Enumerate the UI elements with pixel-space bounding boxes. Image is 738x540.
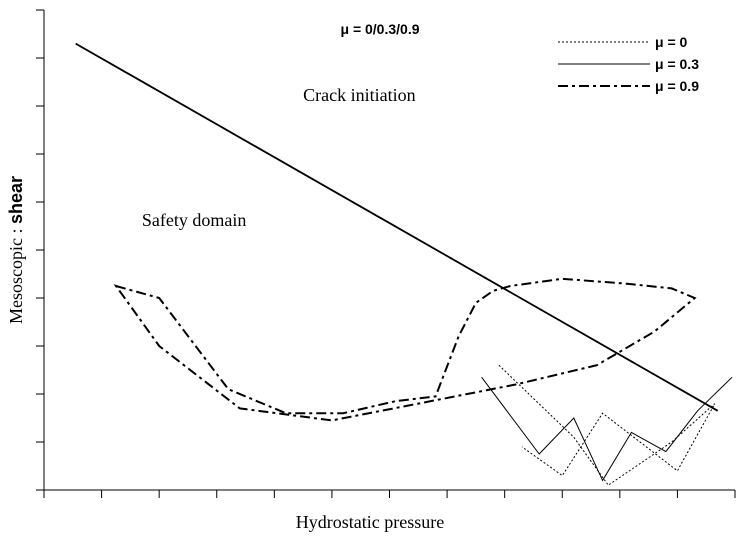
chart-title: μ = 0/0.3/0.9 [340,21,419,37]
series-line-2 [113,277,697,422]
y-ticks [36,9,44,491]
legend-label-1: μ = 0.3 [655,56,699,72]
y-axis-label-sep: : [6,224,26,234]
x-ticks [43,490,736,498]
legend-label-2: μ = 0.9 [655,78,699,94]
annotation-safety-domain: Safety domain [142,210,246,230]
y-axis-label-bold: shear [6,176,26,224]
y-axis-label: Mesoscopic : shear [6,176,26,324]
legend-item-1: μ = 0.3 [558,56,699,72]
series-line-1 [481,376,733,482]
legend-label-0: μ = 0 [655,34,688,50]
annotation-crack-initiation: Crack initiation [303,85,415,105]
legend-item-2: μ = 0.9 [558,78,699,94]
x-axis-label: Hydrostatic pressure [296,512,444,532]
axes [36,9,736,498]
y-axis-label-regular: Mesoscopic [6,238,26,324]
series-layer [113,277,733,486]
series-line-0 [498,364,716,486]
legend: μ = 0 μ = 0.3 μ = 0.9 [558,34,699,94]
legend-item-0: μ = 0 [558,34,688,50]
crack-initiation-line [75,42,719,412]
